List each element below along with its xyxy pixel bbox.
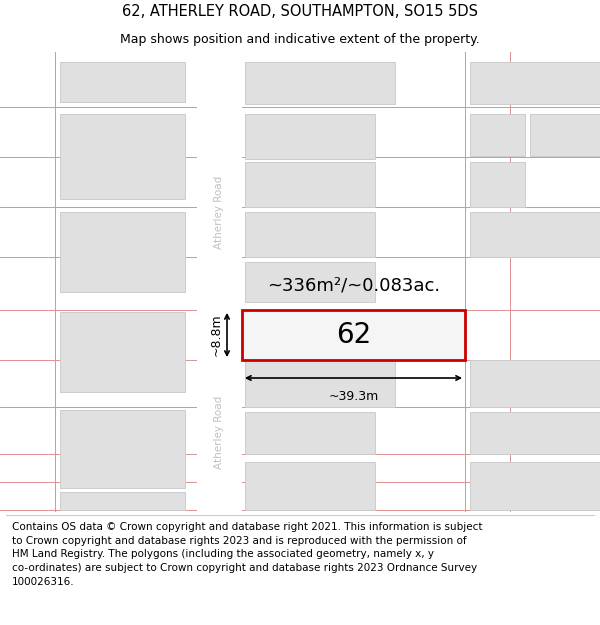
Text: 62: 62 xyxy=(336,321,371,349)
Bar xyxy=(470,62,600,104)
Bar xyxy=(60,114,185,199)
Bar xyxy=(470,114,525,156)
Bar xyxy=(530,114,600,156)
Text: Atherley Road: Atherley Road xyxy=(215,176,224,249)
Text: Contains OS data © Crown copyright and database right 2021. This information is : Contains OS data © Crown copyright and d… xyxy=(12,522,482,587)
Bar xyxy=(470,162,525,207)
Bar xyxy=(245,262,375,302)
Text: Map shows position and indicative extent of the property.: Map shows position and indicative extent… xyxy=(120,32,480,46)
Bar xyxy=(245,162,375,207)
Text: ~39.3m: ~39.3m xyxy=(328,390,379,403)
Bar xyxy=(245,412,375,454)
Bar xyxy=(245,360,395,407)
Bar xyxy=(60,312,185,392)
Text: Atherley Road: Atherley Road xyxy=(215,396,224,469)
Text: ~336m²/~0.083ac.: ~336m²/~0.083ac. xyxy=(267,276,440,294)
Text: 62, ATHERLEY ROAD, SOUTHAMPTON, SO15 5DS: 62, ATHERLEY ROAD, SOUTHAMPTON, SO15 5DS xyxy=(122,4,478,19)
Bar xyxy=(60,212,185,292)
Bar xyxy=(470,462,600,510)
Bar xyxy=(60,62,185,102)
Bar xyxy=(245,114,375,159)
Bar xyxy=(470,360,600,407)
Bar xyxy=(245,212,375,257)
Bar xyxy=(197,52,242,512)
Bar xyxy=(470,412,600,454)
Bar xyxy=(60,410,185,488)
Bar xyxy=(245,462,375,510)
Bar xyxy=(242,310,465,360)
Bar xyxy=(60,492,185,510)
Bar xyxy=(470,212,600,257)
Bar xyxy=(245,62,395,104)
Text: ~8.8m: ~8.8m xyxy=(210,314,223,356)
